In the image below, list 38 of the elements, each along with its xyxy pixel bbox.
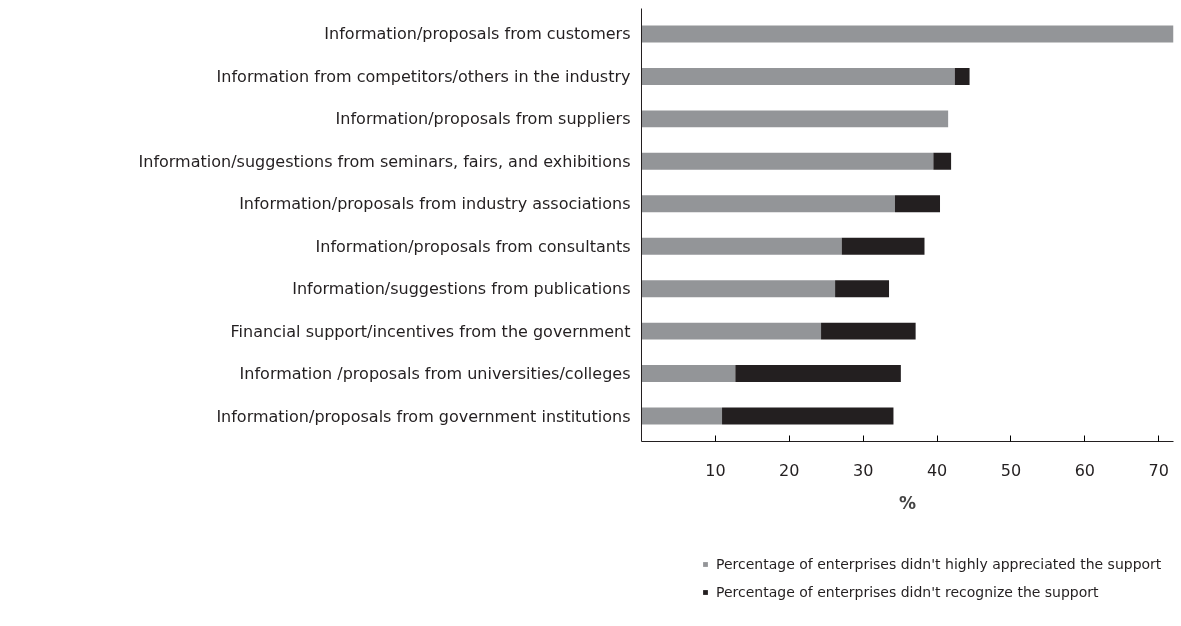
y-tick-label: Information/proposals from government institutions	[216, 406, 631, 426]
y-tick-label: Information/proposals from industry associations	[239, 194, 631, 214]
bar	[835, 280, 890, 298]
bar	[641, 280, 836, 298]
bar	[735, 365, 901, 383]
y-tick-label: Information/suggestions from publications	[292, 279, 631, 299]
x-tick-label: 60	[1074, 460, 1096, 480]
bar	[841, 237, 925, 255]
x-tick-label: 20	[779, 460, 800, 480]
bar	[894, 195, 941, 213]
x-tick-label: 30	[852, 460, 874, 480]
bar	[933, 152, 952, 170]
y-tick-label: Information/proposals from suppliers	[335, 109, 631, 129]
bar	[641, 25, 1174, 43]
bar	[641, 110, 949, 128]
y-tick-label: Information /proposals from universities/colleges	[239, 364, 631, 384]
bar	[641, 407, 723, 425]
bar	[641, 322, 822, 340]
x-axis-title: %	[898, 492, 917, 513]
y-tick-label: Information from competitors/others in the industry	[216, 66, 631, 86]
bar	[641, 67, 955, 85]
x-tick-label: 70	[1148, 460, 1169, 480]
x-tick-label: 40	[926, 460, 948, 480]
y-tick-label: Information/proposals from consultants	[315, 236, 631, 256]
legend-label: Percentage of enterprises didn't highly appreciated the support	[716, 556, 1162, 572]
y-tick-label: Financial support/incentives from the government	[230, 321, 631, 341]
bar	[641, 152, 934, 170]
bar	[641, 365, 736, 383]
bar	[821, 322, 916, 340]
y-tick-label: Information/suggestions from seminars, fairs, and exhibitions	[138, 151, 631, 171]
y-tick-label: Information/proposals from customers	[324, 24, 631, 44]
bar	[722, 407, 894, 425]
x-tick-label: 10	[705, 460, 726, 480]
bar	[641, 237, 842, 255]
legend-label: Percentage of enterprises didn't recognize the support	[716, 584, 1099, 600]
x-tick-label: 50	[1000, 460, 1022, 480]
bar	[641, 195, 895, 213]
bar	[954, 67, 970, 85]
